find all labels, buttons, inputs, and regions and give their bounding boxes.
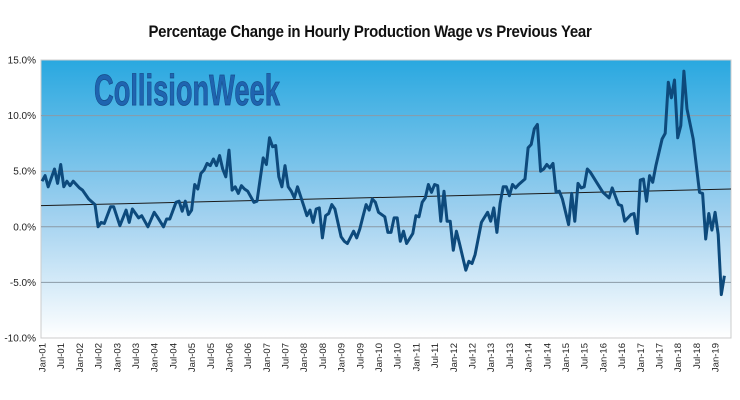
x-tick-label: Jul-01 (56, 343, 67, 369)
x-tick-label: Jan-01 (38, 343, 49, 372)
x-tick-label: Jan-07 (262, 343, 273, 372)
y-tick-label: 15.0% (8, 56, 36, 67)
watermark-logo: CollisionWeek (94, 65, 280, 114)
y-tick-label: -5.0% (10, 278, 36, 289)
y-tick-label: -10.0% (4, 334, 36, 345)
x-tick-label: Jul-18 (692, 343, 703, 369)
x-tick-label: Jul-16 (617, 343, 628, 369)
x-tick-label: Jan-12 (449, 343, 460, 372)
x-tick-label: Jan-19 (711, 343, 722, 372)
x-tick-label: Jan-13 (486, 343, 497, 372)
y-tick-label: 0.0% (13, 222, 36, 233)
x-tick-label: Jul-02 (94, 343, 105, 369)
x-tick-label: Jan-10 (374, 343, 385, 372)
x-tick-label: Jul-09 (355, 343, 366, 369)
x-tick-label: Jul-17 (654, 343, 665, 369)
x-tick-label: Jan-11 (411, 343, 422, 371)
x-tick-label: Jan-03 (112, 343, 123, 372)
x-tick-label: Jul-10 (393, 343, 404, 369)
x-tick-label: Jan-06 (224, 343, 235, 372)
x-tick-label: Jan-09 (337, 343, 348, 372)
chart-title: Percentage Change in Hourly Production W… (148, 22, 592, 41)
x-tick-label: Jul-03 (131, 343, 142, 369)
x-tick-label: Jul-11 (430, 343, 441, 368)
x-tick-label: Jul-14 (542, 343, 553, 369)
x-tick-label: Jan-18 (673, 343, 684, 372)
series-line (40, 69, 726, 297)
x-tick-label: Jul-04 (168, 343, 179, 369)
x-tick-label: Jul-06 (243, 343, 254, 369)
x-tick-label: Jul-15 (580, 343, 591, 369)
x-tick-label: Jan-05 (187, 343, 198, 372)
y-tick-label: 5.0% (13, 167, 36, 178)
x-tick-label: Jul-13 (505, 343, 516, 369)
x-tick-label: Jan-16 (598, 343, 609, 372)
x-tick-label: Jul-05 (206, 343, 217, 369)
x-tick-label: Jul-07 (281, 343, 292, 369)
x-tick-label: Jan-17 (636, 343, 647, 372)
trend-line (40, 188, 732, 207)
x-tick-label: Jan-15 (561, 343, 572, 372)
x-tick-label: Jan-04 (150, 343, 161, 372)
x-tick-label: Jan-08 (299, 343, 310, 372)
x-tick-label: Jul-12 (468, 343, 479, 369)
y-tick-label: 10.0% (8, 111, 36, 122)
x-tick-label: Jan-14 (524, 343, 535, 372)
x-tick-label: Jan-02 (75, 343, 86, 372)
x-tick-label: Jul-08 (318, 343, 329, 369)
